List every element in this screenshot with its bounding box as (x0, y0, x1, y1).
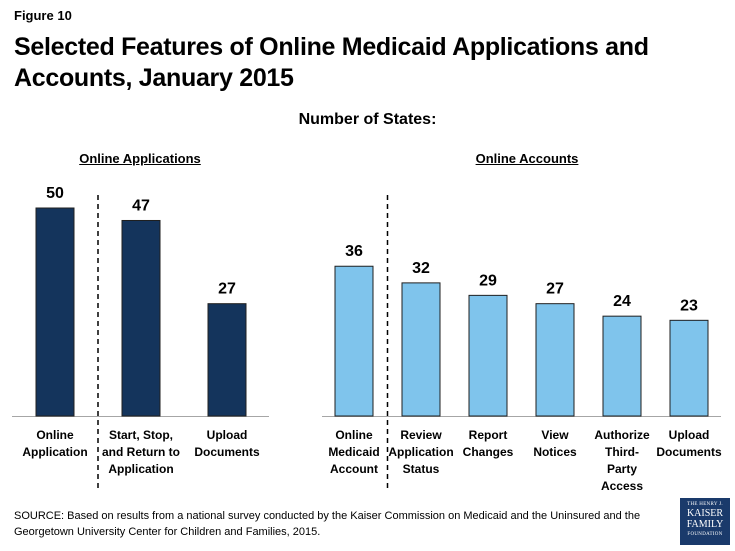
category-label-line: Authorize (594, 428, 650, 442)
logo-line-4: FOUNDATION (687, 532, 723, 537)
category-label-line: Notices (533, 445, 577, 459)
category-label-accounts-4: Authorize Third- Party Access (577, 427, 667, 495)
category-label-line: Access (600, 479, 644, 493)
data-label-accounts-5: 23 (680, 297, 698, 314)
logo-line-1: THE HENRY J. (687, 502, 723, 507)
category-label-line: Documents (194, 445, 260, 459)
data-label-accounts-3: 27 (546, 281, 564, 298)
data-label-applications-1: 47 (132, 197, 150, 214)
category-label-accounts-5: Upload Documents (644, 427, 734, 461)
bar-applications-0 (35, 207, 75, 417)
category-label-line: Application (108, 462, 174, 476)
category-label-line: Online (36, 428, 74, 442)
bar-accounts-2 (468, 294, 508, 417)
category-label-accounts-1: Review Application Status (376, 427, 466, 478)
bar-applications-1 (121, 219, 161, 417)
category-label-line: Medicaid (328, 445, 380, 459)
category-label-line: Account (330, 462, 378, 476)
bar-applications-2 (207, 303, 247, 417)
category-label-accounts-3: View Notices (510, 427, 600, 461)
category-label-line: Start, Stop, (108, 428, 173, 442)
figure-label: Figure 10 (14, 8, 72, 23)
category-label-line: Online (335, 428, 373, 442)
category-label-line: Third- (605, 445, 639, 459)
category-label-line: and Return to (102, 445, 180, 459)
category-label-line: Changes (462, 445, 514, 459)
panel-title-accounts: Online Accounts (475, 151, 579, 166)
data-label-accounts-1: 32 (412, 260, 430, 277)
data-label-applications-2: 27 (218, 281, 236, 298)
category-label-line: Documents (656, 445, 722, 459)
logo-line-2: KAISER (686, 508, 724, 519)
bar-accounts-5 (669, 319, 709, 417)
logo-line-3: FAMILY (686, 519, 724, 530)
bar-accounts-4 (602, 315, 642, 417)
category-label-applications-1: Start, Stop, and Return to Application (96, 427, 186, 478)
data-label-accounts-0: 36 (345, 243, 363, 260)
y-axis-label: Number of States: (298, 111, 437, 128)
category-label-line: Upload (206, 428, 248, 442)
panel-title-applications: Online Applications (79, 151, 201, 166)
chart-title: Selected Features of Online Medicaid App… (14, 33, 649, 92)
category-label-applications-2: Upload Documents (182, 427, 272, 461)
category-label-line: Application (22, 445, 88, 459)
category-label-applications-0: Online Application (10, 427, 100, 461)
category-label-line: Upload (668, 428, 710, 442)
category-label-line: Status (402, 462, 440, 476)
category-label-line: Party (606, 462, 638, 476)
bar-accounts-0 (334, 265, 374, 417)
data-label-accounts-2: 29 (479, 272, 497, 289)
bar-accounts-1 (401, 282, 441, 417)
kff-logo: THE HENRY J. KAISER FAMILY FOUNDATION (680, 498, 730, 545)
category-label-accounts-2: Report Changes (443, 427, 533, 461)
category-label-line: Application (388, 445, 454, 459)
category-label-line: Report (468, 428, 508, 442)
category-label-line: Review (400, 428, 442, 442)
category-label-line: View (541, 428, 569, 442)
category-label-accounts-0: Online Medicaid Account (309, 427, 399, 478)
bar-accounts-3 (535, 303, 575, 417)
data-label-applications-0: 50 (46, 185, 64, 202)
data-label-accounts-4: 24 (613, 293, 631, 310)
source-note: SOURCE: Based on results from a national… (14, 510, 641, 538)
